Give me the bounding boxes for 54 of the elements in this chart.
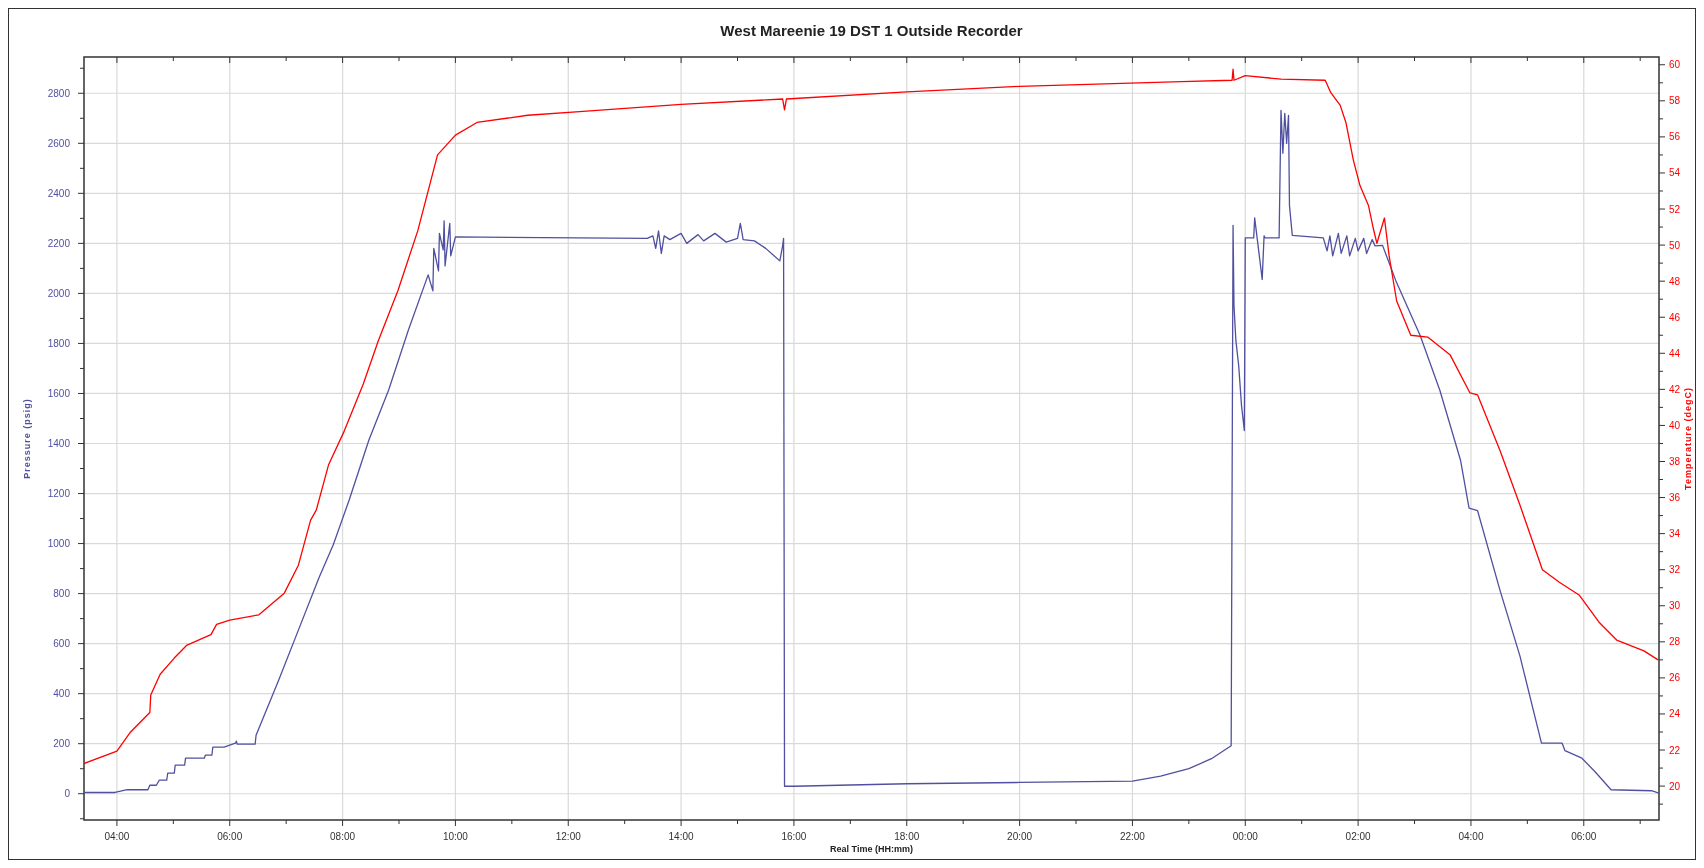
- y-tick-label: 400: [53, 688, 71, 700]
- y2-tick-label: 48: [1669, 275, 1681, 287]
- y-tick-label: 1200: [47, 488, 71, 500]
- y2-tick-label: 40: [1669, 419, 1681, 431]
- y-tick-label: 2800: [47, 87, 71, 99]
- y-tick-label: 2200: [47, 237, 71, 249]
- x-tick-label: 12:00: [555, 831, 582, 842]
- y2-axis-title: Temperature (degC): [1683, 387, 1693, 490]
- x-tick-label: 20:00: [1007, 831, 1033, 842]
- y-tick-label: 0: [64, 788, 71, 800]
- y2-tick-label: 30: [1669, 600, 1681, 612]
- y2-tick-label: 50: [1669, 239, 1681, 251]
- y2-tick-label: 54: [1669, 167, 1681, 179]
- x-tick-label: 10:00: [442, 831, 469, 842]
- y-tick-label: 200: [53, 738, 71, 750]
- y-tick-label: 800: [53, 588, 71, 600]
- y2-tick-label: 56: [1669, 131, 1681, 143]
- y2-tick-label: 32: [1669, 564, 1681, 576]
- y2-tick-label: 34: [1669, 528, 1681, 540]
- y-tick-label: 2400: [47, 187, 71, 199]
- chart-title: West Mareenie 19 DST 1 Outside Recorder: [720, 22, 1023, 39]
- y2-tick-label: 46: [1669, 311, 1681, 323]
- x-tick-label: 22:00: [1119, 831, 1146, 842]
- x-tick-label: 02:00: [1345, 831, 1372, 842]
- y-tick-label: 1000: [47, 538, 71, 550]
- y-tick-label: 1600: [47, 387, 71, 399]
- y-tick-label: 1400: [47, 438, 71, 449]
- y-tick-label: 2600: [47, 137, 71, 149]
- x-tick-label: 16:00: [781, 831, 807, 842]
- y2-tick-label: 20: [1669, 780, 1681, 792]
- y2-tick-label: 22: [1669, 744, 1681, 756]
- y2-tick-label: 24: [1669, 708, 1681, 720]
- y2-tick-label: 28: [1669, 636, 1681, 648]
- y2-tick-label: 38: [1669, 455, 1681, 467]
- y2-tick-label: 52: [1669, 203, 1681, 215]
- x-tick-label: 14:00: [668, 831, 695, 842]
- x-tick-label: 04:00: [104, 831, 130, 842]
- y2-tick-label: 44: [1669, 347, 1681, 359]
- y-axis-title: Pressure (psig): [22, 398, 32, 479]
- x-tick-label: 04:00: [1458, 831, 1484, 842]
- y2-tick-label: 36: [1669, 492, 1681, 504]
- y-tick-label: 600: [53, 638, 71, 650]
- y2-tick-label: 26: [1669, 672, 1681, 684]
- y2-tick-label: 42: [1669, 383, 1681, 395]
- x-tick-label: 00:00: [1232, 831, 1259, 842]
- y2-tick-label: 58: [1669, 95, 1681, 107]
- x-tick-label: 06:00: [217, 831, 243, 842]
- y-tick-label: 2000: [47, 287, 71, 299]
- x-tick-label: 18:00: [894, 831, 920, 842]
- x-tick-label: 06:00: [1571, 831, 1597, 842]
- y2-tick-label: 60: [1669, 59, 1681, 71]
- y-tick-label: 1800: [47, 337, 71, 349]
- x-axis-title: Real Time (HH:mm): [830, 844, 913, 854]
- x-tick-label: 08:00: [330, 831, 356, 842]
